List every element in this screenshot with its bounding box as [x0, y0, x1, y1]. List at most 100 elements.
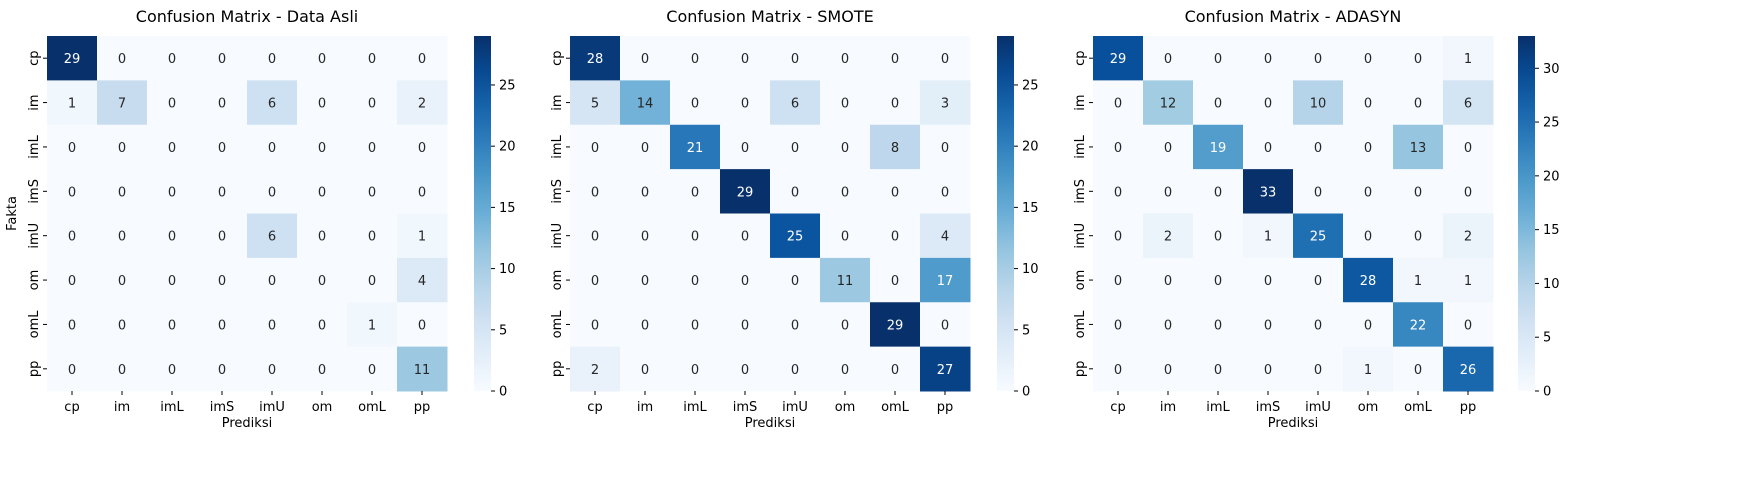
cell-value-label: 1 — [68, 97, 76, 112]
heatmap-cell — [197, 213, 248, 259]
heatmap-cell — [1443, 124, 1494, 170]
cell-value-label: 0 — [591, 318, 599, 333]
heatmap-cell — [97, 36, 148, 81]
cell-value-label: 0 — [791, 363, 799, 378]
cell-value-label: 0 — [1364, 141, 1372, 156]
x-tick-label: imU — [782, 400, 808, 415]
cell-value-label: 0 — [1164, 318, 1172, 333]
heatmap-cell — [870, 36, 921, 81]
cell-value-label: 0 — [1314, 274, 1322, 289]
cell-value-label: 0 — [218, 230, 226, 245]
heatmap-cell — [920, 257, 971, 303]
heatmap-cell — [770, 302, 821, 348]
colorbar-tick-label: 20 — [1543, 169, 1560, 184]
heatmap-cell — [197, 346, 248, 392]
heatmap-cell — [1193, 124, 1244, 170]
heatmap-cell — [720, 80, 771, 126]
cell-value-label: 0 — [68, 230, 76, 245]
heatmap-cell — [1143, 36, 1194, 81]
y-tick-label: cp — [1073, 50, 1088, 65]
heatmap-cell — [1143, 80, 1194, 126]
y-tick-label: om — [1073, 270, 1088, 291]
x-axis-label: Prediksi — [222, 416, 272, 431]
heatmap-cell — [670, 213, 721, 259]
x-tick-label: im — [114, 400, 130, 415]
y-axis-label: Fakta — [5, 196, 20, 231]
cell-value-label: 26 — [1460, 363, 1477, 378]
heatmap-cell — [47, 80, 98, 126]
heatmap-cell — [47, 346, 98, 392]
heatmap-cell — [920, 80, 971, 126]
heatmap-cell — [570, 257, 621, 303]
heatmap-cell — [197, 80, 248, 126]
heatmap-cell — [1093, 169, 1144, 214]
cell-value-label: 0 — [1314, 318, 1322, 333]
heatmap-cell — [1093, 36, 1144, 81]
heatmap-cell — [570, 124, 621, 170]
cell-value-label: 0 — [691, 318, 699, 333]
cell-value-label: 0 — [1414, 52, 1422, 67]
heatmap-cell — [147, 169, 198, 214]
cell-value-label: 0 — [591, 141, 599, 156]
colorbar — [997, 36, 1014, 391]
x-tick-label: pp — [937, 400, 954, 415]
cell-value-label: 0 — [791, 185, 799, 200]
heatmap-cell — [1093, 302, 1144, 348]
heatmap-cell — [97, 302, 148, 348]
heatmap-cell — [1093, 213, 1144, 259]
heatmap-cell — [1243, 36, 1294, 81]
cell-value-label: 0 — [641, 318, 649, 333]
cell-value-label: 0 — [1214, 185, 1222, 200]
cell-value-label: 0 — [168, 230, 176, 245]
heatmap-cell — [147, 257, 198, 303]
heatmap-cell — [247, 257, 298, 303]
cell-value-label: 0 — [368, 230, 376, 245]
cell-value-label: 0 — [691, 52, 699, 67]
cell-value-label: 0 — [1264, 318, 1272, 333]
cell-value-label: 0 — [641, 363, 649, 378]
heatmap-cell — [770, 169, 821, 214]
heatmap-cell — [197, 169, 248, 214]
heatmap-cell — [920, 213, 971, 259]
heatmap-cell — [820, 302, 871, 348]
cell-value-label: 29 — [64, 52, 81, 67]
cell-value-label: 0 — [641, 141, 649, 156]
cell-value-label: 0 — [1264, 141, 1272, 156]
cell-value-label: 0 — [741, 97, 749, 112]
colorbar-tick-label: 15 — [1543, 223, 1560, 238]
heatmap-cell — [1143, 302, 1194, 348]
x-tick-label: imL — [1206, 400, 1230, 415]
colorbar — [474, 36, 491, 391]
cell-value-label: 0 — [891, 185, 899, 200]
cell-value-label: 0 — [168, 274, 176, 289]
heatmap-cell — [1143, 346, 1194, 392]
colorbar — [1518, 36, 1535, 391]
heatmap-cell — [247, 80, 298, 126]
cell-value-label: 0 — [641, 274, 649, 289]
cell-value-label: 0 — [268, 318, 276, 333]
cell-value-label: 11 — [837, 274, 854, 289]
colorbar-tick-label: 20 — [1022, 140, 1039, 155]
heatmap-cell — [397, 302, 448, 348]
cell-value-label: 0 — [168, 318, 176, 333]
heatmap-cell — [1243, 124, 1294, 170]
cell-value-label: 0 — [1214, 230, 1222, 245]
heatmap-cell — [670, 80, 721, 126]
cell-value-label: 0 — [418, 185, 426, 200]
cell-value-label: 0 — [891, 230, 899, 245]
heatmap-cell — [1343, 257, 1394, 303]
heatmap-cell — [1143, 169, 1194, 214]
heatmap-cell — [620, 80, 671, 126]
cell-value-label: 0 — [1164, 274, 1172, 289]
cell-value-label: 19 — [1210, 141, 1227, 156]
cell-value-label: 22 — [1410, 318, 1427, 333]
cell-value-label: 0 — [1114, 274, 1122, 289]
x-tick-label: om — [835, 400, 856, 415]
cell-value-label: 0 — [218, 52, 226, 67]
cell-value-label: 0 — [218, 141, 226, 156]
cell-value-label: 0 — [841, 52, 849, 67]
cell-value-label: 0 — [268, 274, 276, 289]
heatmap-cell — [770, 124, 821, 170]
heatmap-cell — [47, 169, 98, 214]
heatmap-cell — [720, 257, 771, 303]
